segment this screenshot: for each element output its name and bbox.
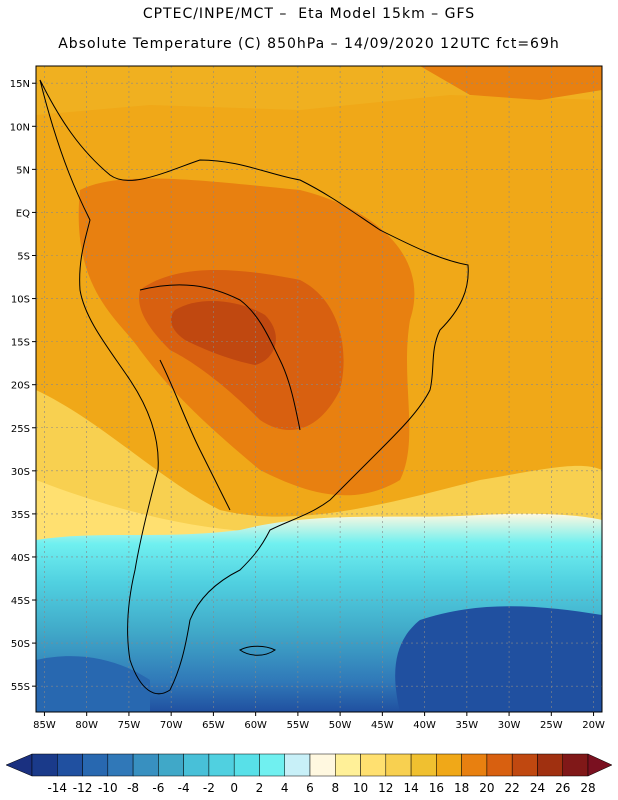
colorbar-swatch: [410, 753, 437, 777]
lon-tick-label: 25W: [540, 720, 563, 731]
lon-tick-label: 30W: [498, 720, 521, 731]
lat-tick-label: 55S: [11, 682, 30, 693]
andes-border: [159, 359, 231, 511]
lat-tick-label: 5S: [17, 251, 30, 262]
colorbar-label: 2: [256, 781, 264, 795]
field-hottest-core: [171, 300, 276, 365]
lat-tick-label: 50S: [11, 639, 30, 650]
colorbar-label: 14: [403, 781, 418, 795]
lon-tick-label: 50W: [329, 720, 352, 731]
colorbar-swatch: [436, 753, 462, 777]
colorbar-label: 18: [454, 781, 469, 795]
lat-tick-label: 30S: [11, 467, 30, 478]
lon-tick-label: 40W: [413, 720, 436, 731]
colorbar-max-arrow: [587, 753, 613, 777]
lon-tick-label: 80W: [75, 720, 98, 731]
colorbar-swatch: [461, 753, 488, 777]
colorbar-swatch: [511, 753, 538, 777]
colorbar-label: 26: [555, 781, 570, 795]
chart-title: CPTEC/INPE/MCT – Eta Model 15km – GFS: [142, 6, 476, 22]
colorbar-label: -6: [152, 781, 164, 795]
colorbar-swatch: [360, 753, 387, 777]
colorbar-label: 20: [479, 781, 494, 795]
lon-tick-label: 55W: [287, 720, 310, 731]
temperature-field: [36, 66, 602, 712]
colorbar: -14 -12 -10 -8 -6 -4 -2 0 2 4 6 8 10 12 14 16 18 20 22 24 26…: [5, 753, 613, 795]
lon-tick-label: 65W: [202, 720, 225, 731]
lat-tick-label: 20S: [11, 381, 30, 392]
colorbar-swatch: [486, 753, 513, 777]
colorbar-label: -14: [47, 781, 67, 795]
colorbar-label: 4: [281, 781, 289, 795]
lat-tick-label: 10N: [10, 122, 30, 133]
brazil-border: [139, 284, 301, 431]
longitude-axis: 85W 80W 75W 70W 65W 60W 55W 50W 45W 40W 35W 30W 25W 2…: [33, 712, 605, 731]
latitude-axis: 15N 10N 5N EQ 5S 10S 15S 20S 25S 30S 35S 40S 45S 50S 5…: [10, 79, 36, 693]
colorbar-label: 0: [230, 781, 238, 795]
colorbar-label: 28: [580, 781, 595, 795]
field-cold-southeast: [395, 606, 602, 712]
colorbar-label: 16: [429, 781, 444, 795]
colorbar-label: 24: [530, 781, 545, 795]
field-subtropical-cool: [36, 390, 602, 540]
colorbar-swatch: [309, 753, 336, 777]
colorbar-label: 8: [331, 781, 339, 795]
colorbar-swatch: [385, 753, 412, 777]
colorbar-min-arrow: [5, 753, 33, 777]
colorbar-label: 22: [505, 781, 520, 795]
colorbar-label: -12: [73, 781, 93, 795]
colorbar-swatch: [284, 753, 311, 777]
colorbar-swatch: [259, 753, 285, 777]
colorbar-swatch: [233, 753, 260, 777]
lon-tick-label: 45W: [371, 720, 394, 731]
lon-tick-label: 20W: [582, 720, 605, 731]
colorbar-swatch: [31, 753, 58, 777]
lon-tick-label: 85W: [33, 720, 56, 731]
lat-tick-label: EQ: [16, 208, 30, 219]
coastlines: [39, 79, 469, 695]
graticule: [36, 66, 602, 712]
colorbar-label: -2: [203, 781, 215, 795]
colorbar-swatch: [107, 753, 134, 777]
lat-tick-label: 45S: [11, 596, 30, 607]
lat-tick-label: 40S: [11, 553, 30, 564]
lat-tick-label: 25S: [11, 424, 30, 435]
lat-tick-label: 15N: [10, 79, 30, 90]
lon-tick-label: 75W: [118, 720, 141, 731]
colorbar-label: 10: [353, 781, 368, 795]
south-america-coastline: [39, 79, 469, 695]
colorbar-swatch: [57, 753, 83, 777]
lon-tick-label: 60W: [244, 720, 267, 731]
colorbar-swatch: [82, 753, 109, 777]
colorbar-label: -8: [127, 781, 139, 795]
colorbar-label: -4: [178, 781, 190, 795]
colorbar-swatch: [335, 753, 361, 777]
colorbar-swatch: [183, 753, 210, 777]
field-cold-southwest: [36, 656, 150, 712]
chart-subtitle: Absolute Temperature (C) 850hPa – 14/09/…: [58, 36, 560, 52]
lon-tick-label: 35W: [456, 720, 479, 731]
colorbar-swatch: [208, 753, 235, 777]
lat-tick-label: 35S: [11, 510, 30, 521]
lat-tick-label: 5N: [16, 165, 30, 176]
map-frame: [35, 65, 603, 713]
falklands: [239, 645, 276, 656]
colorbar-label: 6: [306, 781, 314, 795]
temperature-map: 15N 10N 5N EQ 5S 10S 15S 20S 25S 30S 35S 40S 45S 50S 5…: [10, 65, 605, 731]
colorbar-swatch: [158, 753, 184, 777]
colorbar-swatch: [537, 753, 563, 777]
colorbar-label: 12: [378, 781, 393, 795]
colorbar-swatch: [562, 753, 589, 777]
colorbar-swatch: [132, 753, 159, 777]
lat-tick-label: 15S: [11, 338, 30, 349]
lat-tick-label: 10S: [11, 295, 30, 306]
lon-tick-label: 70W: [160, 720, 183, 731]
colorbar-label: -10: [98, 781, 118, 795]
